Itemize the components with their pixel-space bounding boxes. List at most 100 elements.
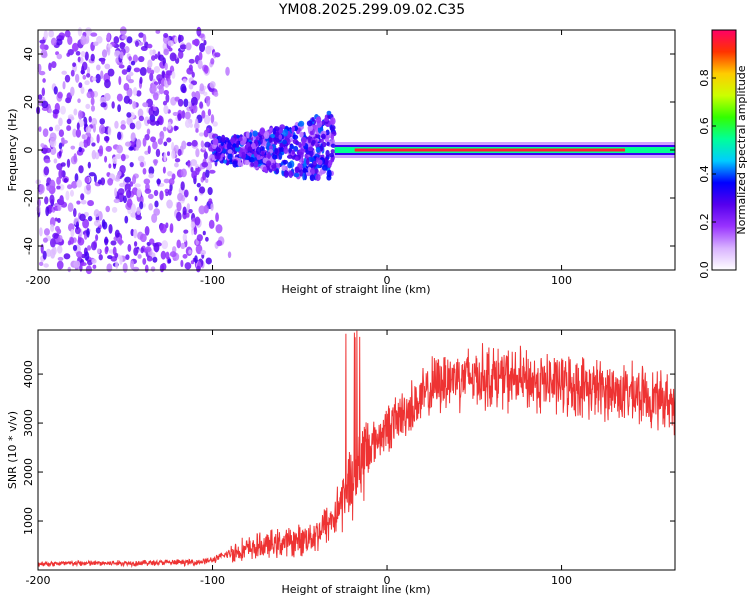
spectrogram-cell — [48, 62, 52, 72]
spectrogram-cell — [302, 172, 306, 181]
spectrogram-cell — [150, 266, 156, 272]
spectrogram-cell — [84, 176, 90, 184]
spectrogram-cell — [223, 159, 227, 164]
spectrogram-cell — [56, 185, 61, 190]
spectrogram-cell — [151, 83, 157, 93]
spectrogram-marks — [35, 26, 675, 275]
spectrogram-cell — [201, 110, 206, 119]
spectrogram-cell — [270, 133, 276, 139]
spectrogram-cell — [57, 217, 61, 223]
spectrogram-cell — [72, 244, 78, 252]
spectrogram-cell — [210, 58, 215, 65]
spectrogram-cell — [146, 43, 153, 49]
spectrogram-cell — [307, 124, 314, 132]
spectrogram-cell — [187, 101, 192, 107]
colorbar-tick-label: 0.8 — [698, 69, 711, 87]
spectrogram-cell — [155, 29, 161, 34]
spectrogram-cell — [136, 206, 141, 215]
snr-y-tick-label: 3000 — [22, 409, 35, 437]
spectrogram-cell — [165, 251, 170, 260]
spectrogram-cell — [205, 45, 212, 55]
spectrogram-cell — [180, 168, 187, 178]
spectrogram-cell — [183, 98, 189, 108]
spectrogram-cell — [226, 143, 232, 150]
spectrogram-cell — [107, 46, 111, 56]
spectrogram-cell — [104, 246, 109, 255]
spectrogram-cell — [78, 146, 83, 153]
spectrogram-cell — [90, 241, 97, 251]
spectrogram-cell — [137, 108, 144, 118]
spectrogram-cell — [42, 78, 46, 83]
spectrogram-cell — [72, 42, 79, 52]
spectrogram-cell — [99, 118, 106, 125]
spectrogram-cell — [54, 225, 60, 232]
spectrogram-cell — [82, 74, 87, 80]
spectrogram-cell — [183, 189, 189, 198]
spectrogram-cell — [132, 86, 138, 96]
spectrogram-cell — [123, 95, 131, 104]
spectrogram-cell — [152, 242, 157, 247]
spectrogram-cell — [115, 174, 120, 180]
spectrogram-cell — [166, 70, 173, 76]
spectrogram-cell — [67, 202, 74, 213]
spectrogram-cell — [272, 127, 277, 135]
spectrogram-cell — [106, 263, 113, 273]
spectrogram-cell — [208, 198, 213, 205]
spectrogram-cell — [212, 138, 219, 146]
spectrogram-cell — [56, 260, 64, 270]
spectrogram-cell — [180, 181, 185, 191]
snr-x-tick-label: -200 — [26, 574, 51, 587]
spectrogram-cell — [204, 141, 211, 148]
spectrogram-cell — [163, 105, 169, 115]
spectrogram-cell — [100, 102, 107, 108]
spectrogram-cell — [137, 254, 142, 259]
spectrogram-cell — [191, 91, 196, 98]
spectrogram-cell — [267, 151, 271, 160]
spectrogram-cell — [61, 139, 68, 144]
spectrogram-cell — [302, 168, 309, 173]
spectrogram-cell — [326, 174, 332, 181]
spectrogram-cell — [88, 115, 92, 123]
spectrogram-cell — [49, 194, 55, 205]
spectrogram-cell — [44, 196, 49, 205]
spectrogram-cell — [176, 239, 181, 249]
spectrogram-cell — [278, 134, 283, 140]
spectrogram-cell — [96, 248, 101, 254]
snr-x-tick-label: 100 — [551, 574, 572, 587]
spectrogram-cell — [117, 131, 122, 141]
spectrogram-cell — [271, 164, 277, 169]
spectrogram-cell — [330, 156, 335, 163]
spectrogram-cell — [142, 33, 147, 44]
colorbar-frame — [711, 29, 737, 271]
spectrogram-cell — [172, 111, 179, 116]
spectrogram-cell — [190, 96, 198, 107]
spectrogram-cell — [56, 53, 63, 60]
spectrogram-cell — [73, 153, 77, 163]
spectrogram-cell — [252, 130, 258, 137]
spectrogram-cell — [274, 147, 278, 155]
spectrogram-cell — [126, 112, 132, 118]
spectrogram-cell — [295, 166, 300, 174]
spectrogram-cell — [81, 134, 86, 140]
spectrogram-cell — [119, 254, 123, 265]
spectrogram-cell — [177, 192, 183, 202]
snr-y-ticks: 1000 2000 3000 4000 — [22, 360, 675, 535]
spectrogram-cell — [100, 70, 104, 80]
spectrogram-cell — [169, 223, 174, 233]
spectrogram-cell — [216, 152, 221, 160]
spectrogram-cell — [139, 67, 147, 76]
spectrogram-cell — [160, 250, 167, 260]
spectrogram-cell — [182, 233, 188, 243]
spectrogram-cell — [306, 120, 313, 127]
spectrogram-cell — [174, 162, 179, 168]
spectrogram-cell — [182, 254, 188, 259]
spectrogram-cell — [262, 166, 268, 172]
spectrogram-cell — [210, 203, 214, 211]
spectrogram-cell — [146, 128, 151, 135]
spectrogram-cell — [78, 141, 84, 149]
spectrogram-cell — [57, 91, 63, 99]
spectrogram-cell — [321, 141, 327, 148]
spectrogram-cell — [262, 157, 267, 164]
